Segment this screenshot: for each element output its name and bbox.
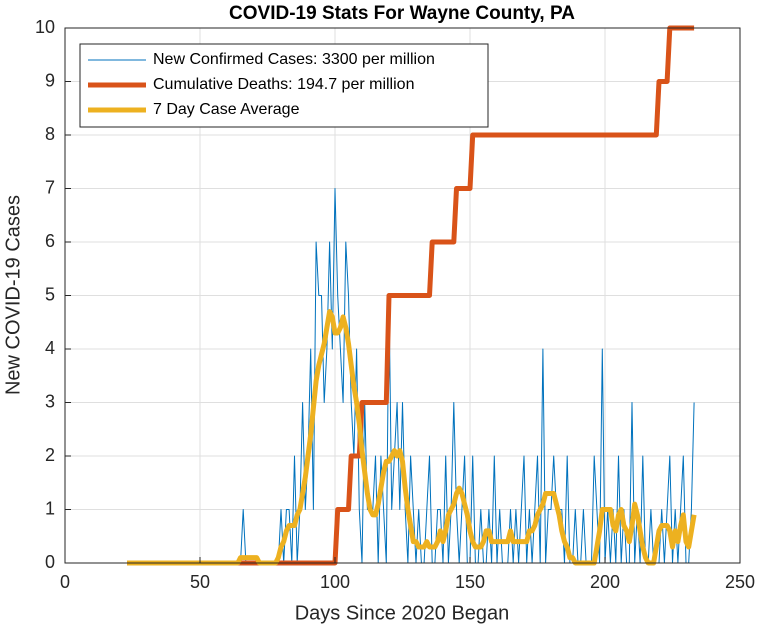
- y-tick-label: 7: [45, 177, 55, 197]
- y-tick-label: 0: [45, 552, 55, 572]
- x-tick-label: 100: [320, 572, 350, 592]
- chart-title: COVID-19 Stats For Wayne County, PA: [229, 3, 575, 24]
- y-tick-label: 4: [45, 338, 55, 358]
- y-tick-label: 2: [45, 445, 55, 465]
- x-tick-label: 0: [60, 572, 70, 592]
- y-tick-label: 1: [45, 498, 55, 518]
- y-tick-label: 3: [45, 391, 55, 411]
- y-tick-label: 6: [45, 231, 55, 251]
- x-tick-label: 200: [590, 572, 620, 592]
- y-tick-label: 5: [45, 284, 55, 304]
- ticks: 0 50 100 150 200 250 0 1 2 3 4 5 6 7 8 9 10: [35, 17, 755, 592]
- x-axis-label: Days Since 2020 Began: [295, 602, 510, 624]
- legend-label: Cumulative Deaths: 194.7 per million: [153, 76, 414, 93]
- y-tick-label: 10: [35, 17, 55, 37]
- legend: New Confirmed Cases: 3300 per million Cum…: [79, 43, 489, 128]
- x-tick-label: 50: [190, 572, 210, 592]
- legend-label: New Confirmed Cases: 3300 per million: [153, 51, 435, 68]
- y-axis-label: New COVID-19 Cases: [2, 195, 24, 395]
- y-tick-label: 9: [45, 70, 55, 90]
- x-tick-label: 250: [725, 572, 755, 592]
- legend-box: [79, 43, 489, 128]
- y-tick-label: 8: [45, 124, 55, 144]
- legend-label: 7 Day Case Average: [153, 101, 300, 118]
- x-tick-label: 150: [455, 572, 485, 592]
